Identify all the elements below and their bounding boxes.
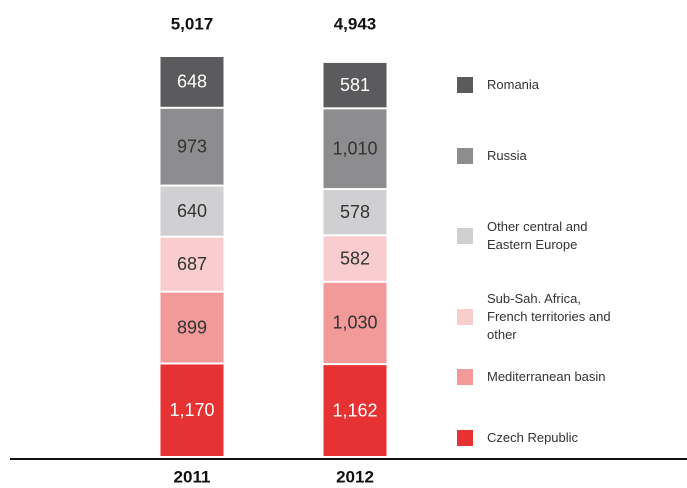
- bar-segment: [323, 109, 387, 189]
- data-label: 648: [177, 72, 207, 92]
- x-tick-label: 2012: [336, 467, 374, 486]
- data-label: 1,162: [332, 400, 377, 420]
- legend-label: Other central and Eastern Europe: [487, 219, 588, 252]
- bar-segment: [323, 62, 387, 108]
- bar-segment: [323, 282, 387, 364]
- bar-segment: [160, 108, 224, 185]
- legend-label: Mediterranean basin: [487, 369, 606, 384]
- legend-label: Romania: [487, 77, 540, 92]
- legend-label: Russia: [487, 148, 527, 163]
- data-label: 582: [340, 248, 370, 268]
- data-label: 1,030: [332, 313, 377, 333]
- legend-swatch: [457, 430, 473, 446]
- data-label: 1,170: [169, 400, 214, 420]
- legend-swatch: [457, 309, 473, 325]
- data-label: 973: [177, 136, 207, 156]
- data-label: 640: [177, 201, 207, 221]
- legend-swatch: [457, 228, 473, 244]
- legend-label: Sub-Sah. Africa, French territories and …: [487, 291, 611, 342]
- bar-segment: [323, 236, 387, 281]
- bar-segment: [160, 186, 224, 236]
- data-label: 578: [340, 202, 370, 222]
- bar-segment: [323, 190, 387, 235]
- bar-segment: [160, 364, 224, 456]
- data-label: 899: [177, 317, 207, 337]
- data-label: 687: [177, 254, 207, 274]
- data-label: 581: [340, 75, 370, 95]
- bar-segment: [160, 57, 224, 107]
- total-label: 4,943: [334, 14, 377, 33]
- x-tick-label: 2011: [174, 467, 211, 486]
- data-label: 1,010: [332, 138, 377, 158]
- legend-swatch: [457, 369, 473, 385]
- legend-swatch: [457, 77, 473, 93]
- bar-segment: [323, 365, 387, 456]
- bar-segment: [160, 237, 224, 291]
- total-label: 5,017: [171, 14, 214, 33]
- legend-label: Czech Republic: [487, 430, 579, 445]
- bar-segment: [160, 292, 224, 363]
- legend-swatch: [457, 148, 473, 164]
